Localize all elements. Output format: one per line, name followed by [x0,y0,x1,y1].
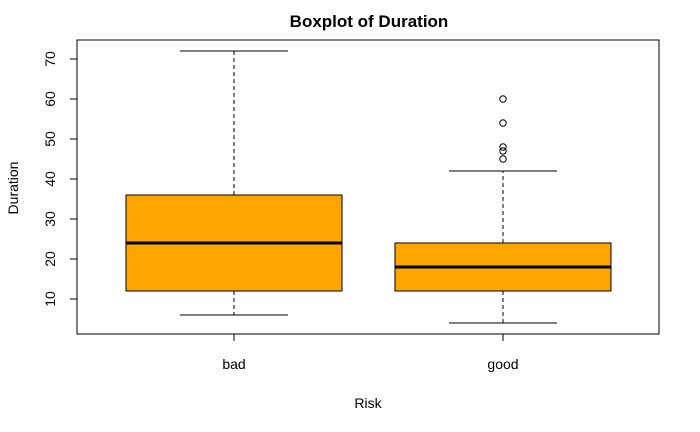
box-good [394,95,612,324]
outlier-good-0 [499,155,507,163]
y-tick-label-50: 50 [42,131,58,147]
boxes [125,50,612,324]
outlier-good-2 [499,143,507,151]
y-tick-label-20: 20 [42,251,58,267]
box-bad [125,50,343,316]
y-axis-label: Duration [5,162,21,215]
x-axis-label: Risk [354,395,382,411]
y-tick-label-30: 30 [42,211,58,227]
x-tick-label-bad: bad [222,356,245,372]
x-axis: bad good [222,333,519,372]
chart-title: Boxplot of Duration [290,12,449,31]
outlier-good-4 [499,95,507,103]
y-tick-label-60: 60 [42,91,58,107]
y-tick-label-70: 70 [42,51,58,67]
outlier-good-1 [499,147,507,155]
x-tick-label-good: good [487,356,518,372]
outlier-good-3 [499,119,507,127]
y-axis: 10 20 30 40 50 60 70 [42,51,78,307]
y-tick-label-40: 40 [42,171,58,187]
y-tick-label-10: 10 [42,291,58,307]
